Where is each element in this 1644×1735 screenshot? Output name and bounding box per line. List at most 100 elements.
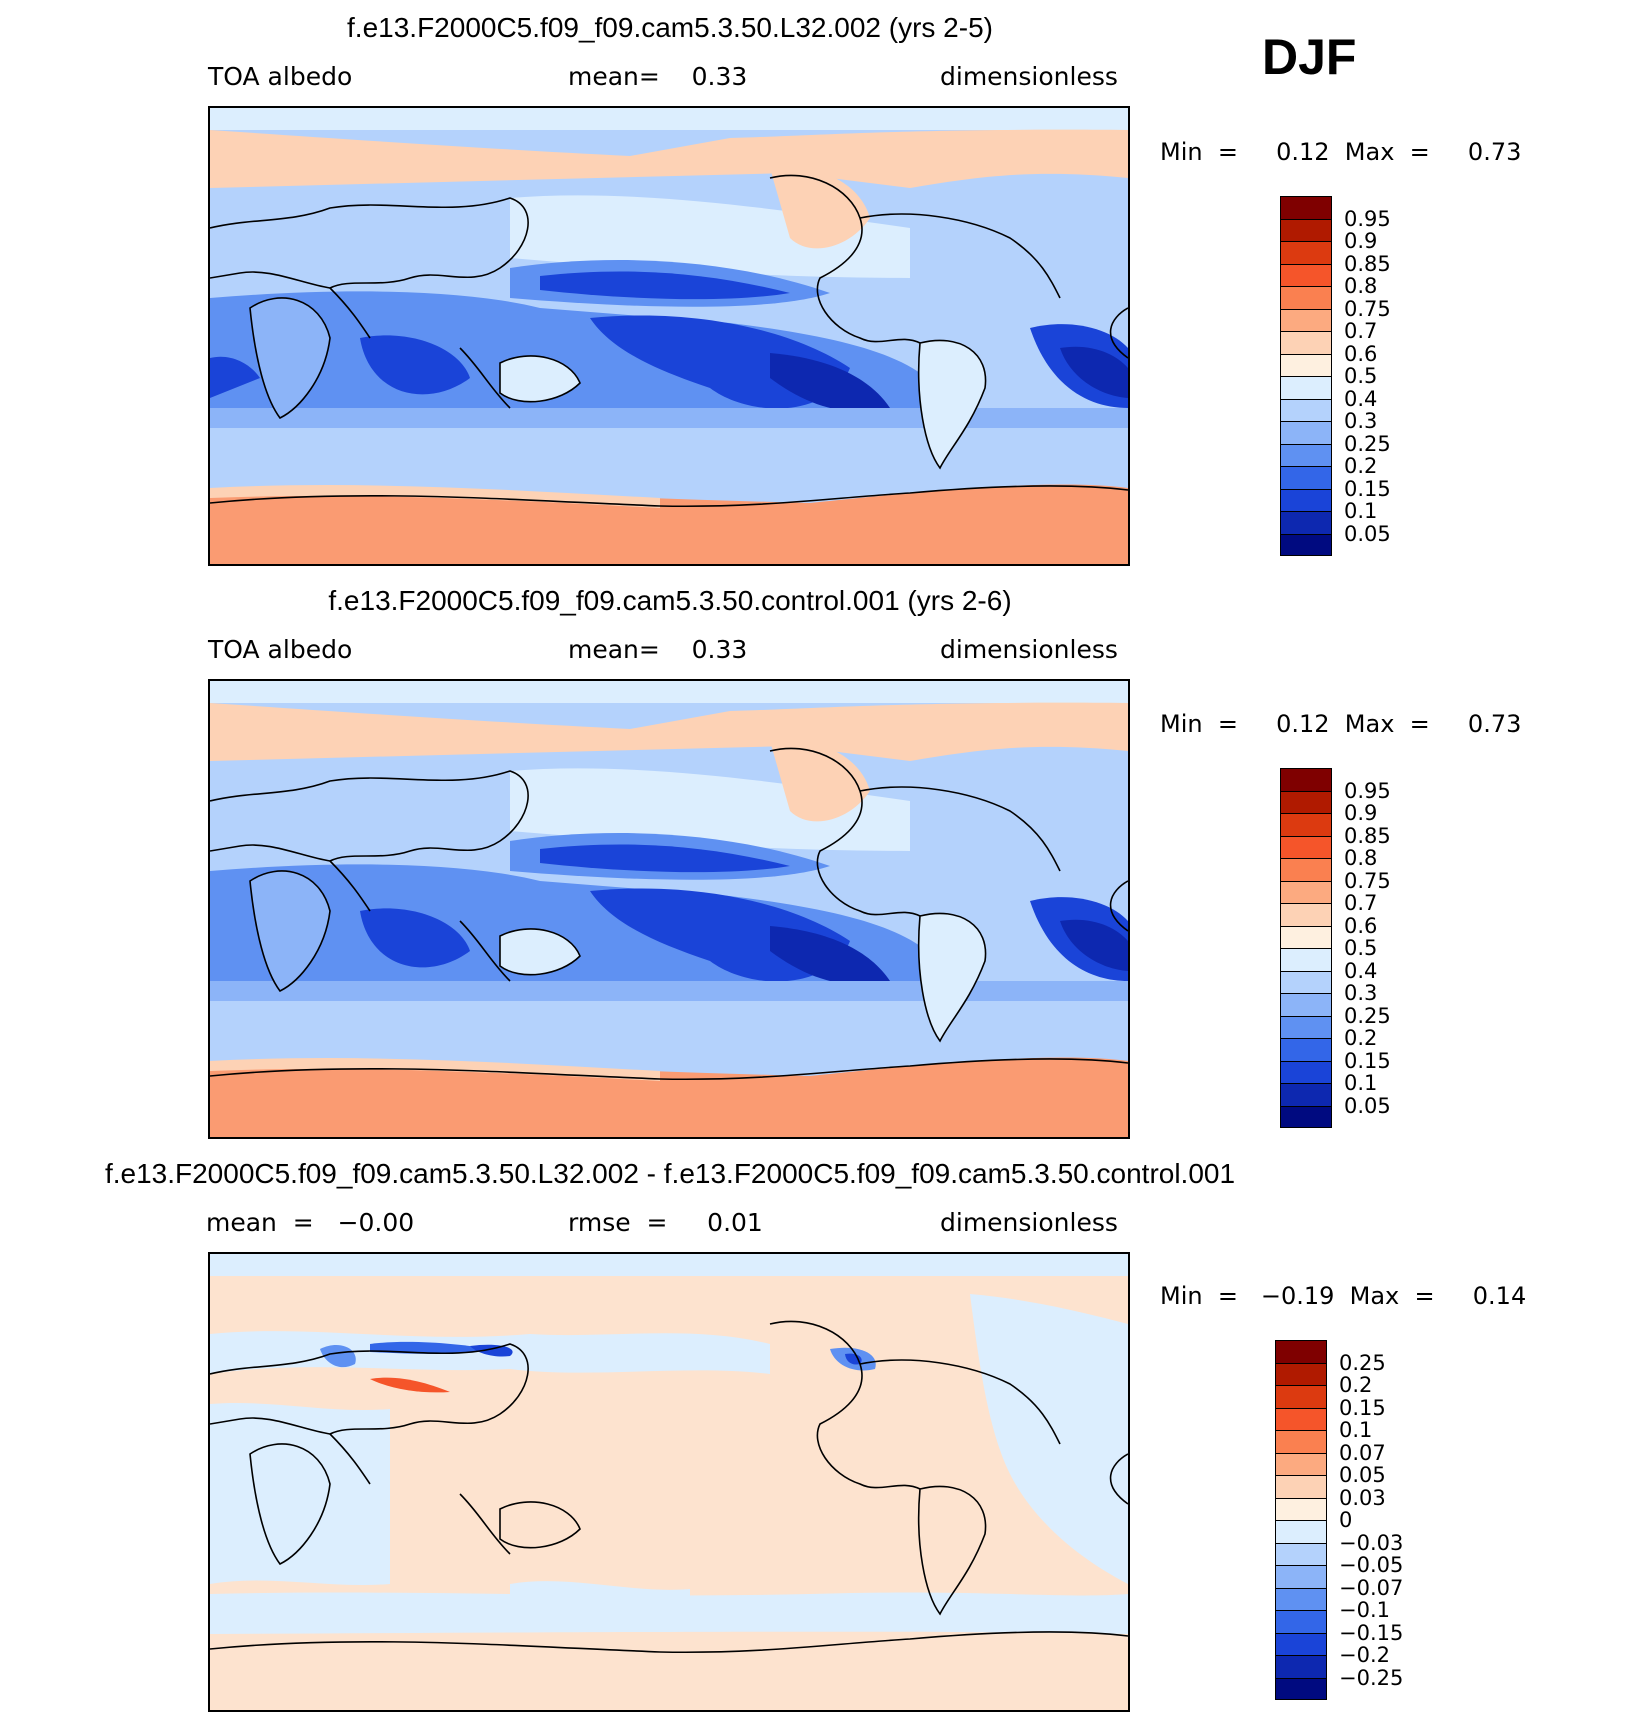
- colorbar-swatch: [1280, 948, 1332, 971]
- colorbar-label: 0.2: [1344, 1026, 1378, 1050]
- colorbar-swatch: [1275, 1610, 1327, 1633]
- panel-3-title: f.e13.F2000C5.f09_f09.cam5.3.50.L32.002 …: [104, 1158, 1236, 1189]
- colorbar-label: 0.15: [1344, 476, 1391, 501]
- colorbar-label: −0.03: [1339, 1530, 1404, 1555]
- colorbar-label: 0.3: [1344, 981, 1378, 1005]
- colorbar-label: −0.05: [1339, 1553, 1404, 1577]
- colorbar-swatch: [1280, 790, 1332, 813]
- colorbar-label: 0.15: [1344, 1048, 1391, 1073]
- colorbar-label: 0.9: [1344, 801, 1378, 825]
- colorbar-label: 0.25: [1339, 1350, 1386, 1375]
- colorbar-label: 0.3: [1344, 409, 1378, 433]
- colorbar-label: 0.05: [1344, 1093, 1391, 1118]
- colorbar-swatch: [1275, 1520, 1327, 1543]
- colorbar-label: 0.6: [1344, 341, 1378, 366]
- colorbar-swatch: [1280, 421, 1332, 444]
- colorbar-swatch: [1275, 1475, 1327, 1498]
- panel-2-mean-label: mean= 0.33: [568, 635, 748, 664]
- colorbar-label: 0.05: [1344, 521, 1391, 546]
- colorbar-swatch: [1280, 1060, 1332, 1083]
- colorbar-swatch: [1280, 768, 1332, 791]
- colorbar-swatch: [1275, 1632, 1327, 1655]
- colorbar-label: 0.7: [1344, 319, 1378, 343]
- colorbar-label: 0.1: [1344, 1071, 1378, 1095]
- colorbar-swatch: [1275, 1542, 1327, 1565]
- colorbar-label: 0.6: [1344, 913, 1378, 938]
- colorbar-swatch: [1280, 376, 1332, 399]
- colorbar-label: 0.03: [1339, 1485, 1386, 1510]
- colorbar-swatch: [1275, 1407, 1327, 1430]
- colorbar-swatch: [1280, 1015, 1332, 1038]
- panel-2-colorbar: 0.95 0.9 0.85 0.8 0.75 0.7 0.6 0.5 0.4 0.3 0.25 0.2…: [1280, 768, 1391, 1128]
- colorbar-swatch: [1275, 1677, 1327, 1700]
- colorbar-label: 0.5: [1344, 936, 1378, 960]
- panel-2-variable-label: TOA albedo: [208, 635, 353, 664]
- panel-3-minmax-label: Min = −0.19 Max = 0.14: [1160, 1282, 1527, 1310]
- colorbar-label: 0.4: [1344, 386, 1378, 411]
- panel-3-colorbar: 0.25 0.2 0.15 0.1 0.07 0.05 0.03 0 −0.03 −0.05 −0.…: [1275, 1340, 1403, 1700]
- colorbar-swatch: [1280, 925, 1332, 948]
- colorbar-label: 0.9: [1344, 229, 1378, 253]
- colorbar-swatch: [1280, 488, 1332, 511]
- colorbar-swatch: [1275, 1340, 1327, 1363]
- colorbar-label: 0.85: [1344, 823, 1391, 848]
- colorbar-label: 0.7: [1344, 891, 1378, 915]
- colorbar-label: −0.25: [1339, 1665, 1404, 1690]
- colorbar-label: −0.1: [1339, 1598, 1390, 1622]
- colorbar-label: 0.5: [1344, 364, 1378, 388]
- colorbar-swatch: [1280, 196, 1332, 219]
- colorbar-swatch: [1280, 1038, 1332, 1061]
- colorbar-label: 0.15: [1339, 1395, 1386, 1420]
- colorbar-label: 0.85: [1344, 251, 1391, 276]
- colorbar-label: −0.07: [1339, 1575, 1404, 1600]
- colorbar-swatch: [1280, 533, 1332, 556]
- panel-3-rmse-label: rmse = 0.01: [568, 1208, 763, 1237]
- colorbar-swatch: [1280, 218, 1332, 241]
- colorbar-label: 0.95: [1344, 206, 1391, 231]
- colorbar-label: 0.05: [1339, 1463, 1386, 1487]
- colorbar-label: 0.07: [1339, 1440, 1386, 1465]
- panel-1-mean-label: mean= 0.33: [568, 62, 748, 91]
- colorbar-label: 0.1: [1344, 499, 1378, 523]
- colorbar-swatch: [1275, 1587, 1327, 1610]
- panel-2-units-label: dimensionless: [940, 635, 1118, 664]
- colorbar-swatch: [1280, 331, 1332, 354]
- colorbar-label: 0.75: [1344, 296, 1391, 321]
- colorbar-swatch: [1275, 1565, 1327, 1588]
- colorbar-label: 0.8: [1344, 274, 1378, 298]
- colorbar-swatch: [1280, 263, 1332, 286]
- panel-3-mean-label: mean = −0.00: [206, 1208, 415, 1237]
- panel-1-map: [208, 106, 1130, 566]
- panel-3-map: [208, 1252, 1130, 1712]
- colorbar-swatch: [1280, 398, 1332, 421]
- colorbar-swatch: [1275, 1385, 1327, 1408]
- colorbar-label: 0.25: [1344, 1003, 1391, 1028]
- colorbar-swatch: [1280, 466, 1332, 489]
- panel-1-minmax-label: Min = 0.12 Max = 0.73: [1160, 138, 1522, 166]
- colorbar-swatch: [1280, 813, 1332, 836]
- colorbar-swatch: [1280, 308, 1332, 331]
- colorbar-label: −0.2: [1339, 1643, 1390, 1667]
- colorbar-label: 0: [1339, 1508, 1353, 1532]
- season-label: DJF: [1262, 29, 1357, 85]
- colorbar-label: 0.25: [1344, 431, 1391, 456]
- colorbar-swatch: [1280, 880, 1332, 903]
- panel-1-units-label: dimensionless: [940, 62, 1118, 91]
- colorbar-swatch: [1280, 993, 1332, 1016]
- colorbar-swatch: [1280, 1105, 1332, 1128]
- colorbar-label: −0.15: [1339, 1620, 1404, 1645]
- colorbar-swatch: [1275, 1497, 1327, 1520]
- colorbar-swatch: [1280, 835, 1332, 858]
- colorbar-label: 0.4: [1344, 958, 1378, 983]
- colorbar-label: 0.2: [1344, 454, 1378, 478]
- colorbar-swatch: [1275, 1362, 1327, 1385]
- colorbar-swatch: [1280, 511, 1332, 534]
- colorbar-swatch: [1280, 443, 1332, 466]
- colorbar-label: 0.95: [1344, 778, 1391, 803]
- colorbar-swatch: [1275, 1655, 1327, 1678]
- panel-3-units-label: dimensionless: [940, 1208, 1118, 1237]
- colorbar-swatch: [1275, 1452, 1327, 1475]
- colorbar-swatch: [1280, 286, 1332, 309]
- colorbar-label: 0.75: [1344, 868, 1391, 893]
- colorbar-swatch: [1280, 241, 1332, 264]
